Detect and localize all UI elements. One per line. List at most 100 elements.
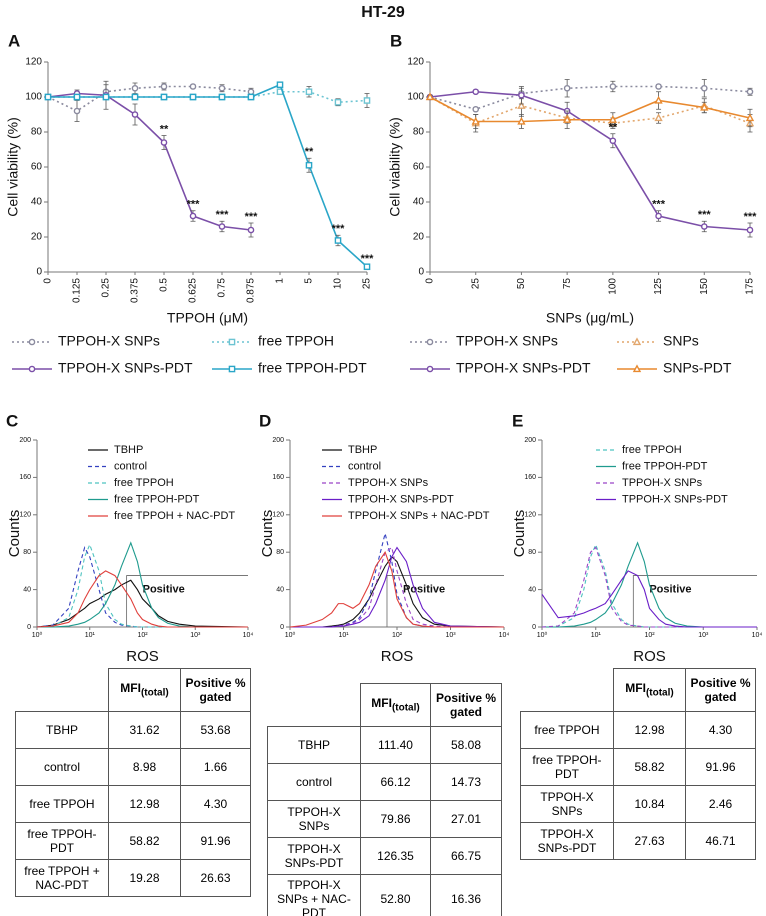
- significance: ***: [361, 253, 375, 265]
- value-cell: 8.98: [108, 748, 181, 786]
- legend-label: TPPOH-X SNPs-PDT: [456, 360, 591, 376]
- marker: [517, 101, 526, 109]
- marker: [228, 338, 236, 346]
- series-line: [36, 546, 248, 628]
- value-cell: 10.84: [613, 785, 686, 823]
- header-subscript: (total): [140, 687, 169, 699]
- legend-label: TPPOH-X SNPs: [622, 477, 703, 489]
- marker: [700, 84, 708, 92]
- y-tick-label: 80: [23, 549, 31, 556]
- legend-label: free TPPOH: [622, 444, 682, 456]
- marker: [425, 92, 435, 101]
- y-tick-label: 0: [532, 624, 536, 631]
- marker: [654, 95, 663, 104]
- value-cell: 126.35: [360, 837, 431, 875]
- data-table: MFI(total) Positive % gated TBHP 111.40 58.0…: [267, 683, 502, 916]
- x-tick-label: 0.875: [246, 278, 257, 303]
- value-cell: 58.82: [613, 748, 686, 786]
- table-row: TPPOH-X SNPs 79.86 27.01: [267, 800, 502, 838]
- y-tick-label: 160: [272, 474, 284, 481]
- panel-label: C: [6, 411, 18, 430]
- blank-cell: [521, 669, 614, 712]
- header-text: MFI: [120, 681, 141, 696]
- marker: [131, 84, 139, 92]
- value-cell: 12.98: [108, 785, 181, 823]
- y-axis-label: Cell viability (%): [387, 117, 403, 217]
- x-tick-label: 0.5: [159, 278, 170, 292]
- legend-label: free TPPOH-PDT: [622, 460, 708, 472]
- marker: [745, 113, 755, 122]
- x-tick-label: 175: [745, 278, 756, 295]
- legend-label: free TPPOH-PDT: [114, 493, 200, 505]
- legend-label: free TPPOH: [114, 477, 174, 489]
- x-tick-label: 10⁰: [32, 631, 43, 639]
- x-tick-label: 10²: [644, 632, 655, 639]
- series-line: [48, 83, 368, 268]
- header-cell: MFI(total): [360, 683, 431, 727]
- y-tick-label: 100: [407, 92, 424, 103]
- table-row: free TPPOH-PDT 58.82 91.96: [520, 748, 756, 786]
- data-table: MFI(total) Positive % gated free TPPOH 12.9…: [520, 668, 756, 860]
- series-line: [541, 546, 757, 628]
- y-tick-label: 80: [528, 549, 536, 556]
- y-tick-label: 60: [413, 162, 425, 173]
- y-tick-label: 60: [31, 162, 43, 173]
- gate: [126, 575, 248, 627]
- significance: **: [609, 122, 618, 134]
- x-axis-label: ROS: [126, 648, 159, 665]
- table-row: free TPPOH + NAC-PDT 19.28 26.63: [15, 859, 251, 897]
- marker: [518, 91, 525, 99]
- row-label: TPPOH-X SNPs: [267, 800, 361, 838]
- value-cell: 58.08: [430, 726, 502, 764]
- y-tick-label: 0: [418, 267, 424, 278]
- row-label: TPPOH-X SNPs-PDT: [520, 822, 614, 860]
- marker: [363, 97, 371, 104]
- x-axis-label: ROS: [381, 648, 414, 665]
- y-tick-label: 40: [31, 197, 43, 208]
- legend-label: SNPs: [663, 333, 699, 349]
- x-tick-label: 25: [470, 278, 481, 290]
- header-cell: MFI(total): [108, 668, 181, 712]
- y-tick-label: 80: [276, 549, 284, 556]
- row-label: control: [267, 763, 361, 801]
- x-tick-label: 0.25: [101, 278, 112, 298]
- y-tick-label: 80: [413, 127, 425, 138]
- series-line: [290, 546, 504, 628]
- marker: [472, 88, 480, 96]
- y-tick-label: 120: [272, 512, 284, 519]
- x-tick-label: 100: [607, 278, 618, 295]
- marker: [218, 84, 226, 92]
- data-table: MFI(total) Positive % gated TBHP 31.62 53.68…: [15, 668, 251, 897]
- table-row: free TPPOH 12.98 4.30: [520, 711, 756, 749]
- significance: **: [160, 123, 169, 135]
- value-cell: 26.63: [180, 859, 251, 897]
- x-tick-label: 10³: [190, 632, 201, 639]
- y-tick-label: 40: [276, 586, 284, 593]
- value-cell: 66.75: [430, 837, 502, 875]
- y-tick-label: 0: [280, 624, 284, 631]
- panel-label: E: [512, 411, 523, 430]
- marker: [131, 93, 139, 101]
- x-tick-label: 10⁰: [537, 631, 548, 639]
- x-tick-label: 10³: [698, 632, 709, 639]
- marker: [746, 226, 754, 234]
- x-tick-label: 10²: [392, 632, 403, 639]
- marker: [655, 212, 662, 220]
- legend-label: TPPOH-X SNPs: [456, 333, 558, 349]
- value-cell: 14.73: [430, 763, 502, 801]
- legend-label: free TPPOH: [258, 333, 334, 349]
- panel-label: D: [259, 411, 271, 430]
- marker: [471, 116, 480, 125]
- significance: ***: [187, 199, 201, 211]
- x-tick-label: 5: [304, 278, 315, 284]
- y-axis-label: Cell viability (%): [5, 117, 21, 217]
- series-line: [48, 90, 368, 104]
- legend-label: free TPPOH-PDT: [258, 360, 367, 376]
- significance: ***: [698, 209, 712, 221]
- y-axis-label: Counts: [259, 510, 276, 558]
- row-label: free TPPOH-PDT: [520, 748, 614, 786]
- legend-label: control: [114, 460, 147, 472]
- value-cell: 91.96: [180, 822, 251, 860]
- marker: [189, 83, 197, 90]
